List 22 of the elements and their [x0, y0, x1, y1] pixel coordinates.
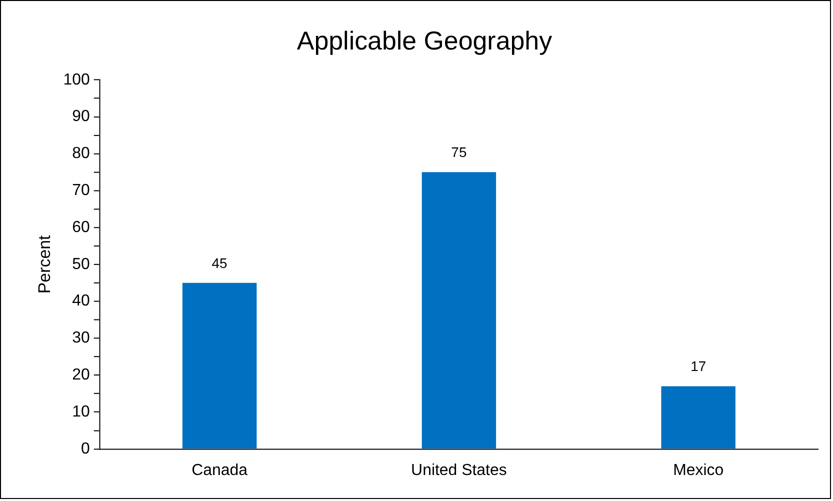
y-tick-label: 0 [81, 440, 90, 458]
data-label: 75 [451, 144, 467, 160]
chart-title: Applicable Geography [296, 28, 552, 56]
x-tick-label: Mexico [673, 462, 724, 479]
y-tick-label: 60 [72, 218, 90, 236]
data-label: 17 [690, 358, 706, 374]
y-tick-label: 100 [63, 71, 90, 88]
y-tick-label: 50 [72, 256, 90, 273]
bar [422, 172, 496, 448]
y-tick-label: 80 [72, 145, 90, 162]
y-tick-label: 30 [72, 330, 90, 347]
bar [182, 282, 257, 448]
y-tick-label: 40 [72, 292, 90, 310]
bar [661, 386, 736, 448]
x-tick-label: Canada [192, 462, 248, 479]
data-label: 45 [212, 254, 228, 271]
x-tick-label: United States [411, 462, 507, 479]
y-tick-label: 10 [72, 403, 90, 420]
y-axis-title: Percent [34, 234, 54, 294]
y-tick-label: 20 [72, 366, 90, 384]
y-tick-label: 90 [72, 108, 90, 126]
y-tick-label: 70 [72, 182, 90, 199]
